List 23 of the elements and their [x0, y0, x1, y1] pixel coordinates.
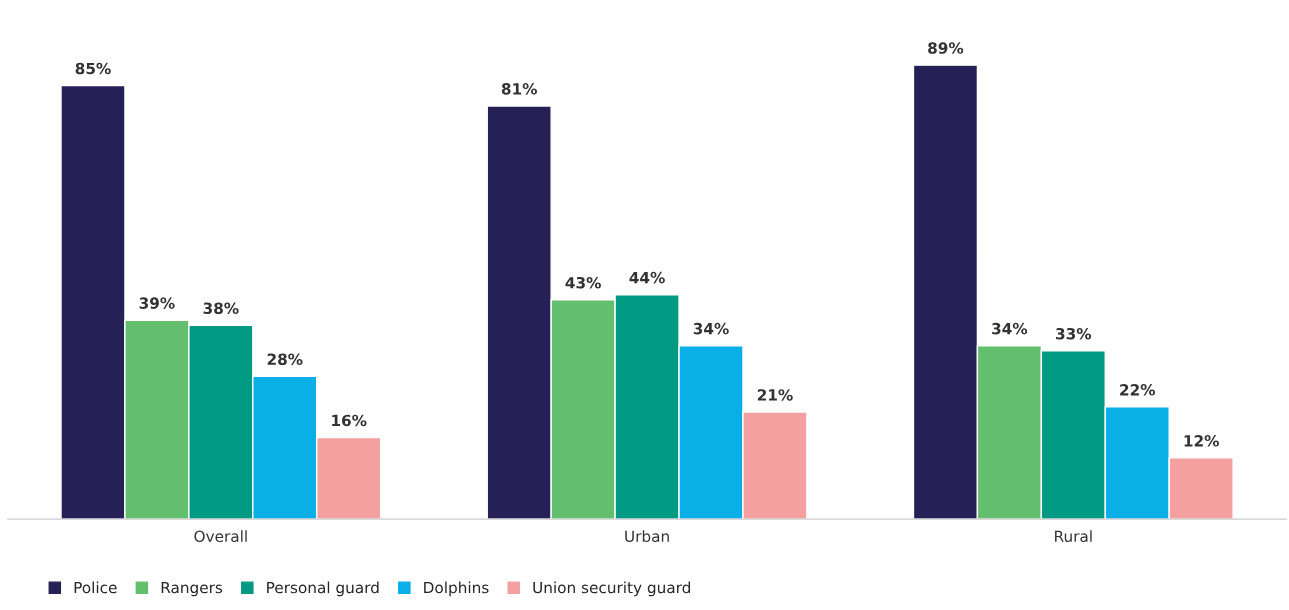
data-label: 81%	[501, 83, 538, 95]
data-label: 44%	[629, 271, 665, 284]
data-label: 38%	[203, 302, 239, 314]
legend-label: Personal guard	[267, 581, 379, 597]
data-label: 43%	[565, 276, 601, 289]
data-label: 33%	[1056, 327, 1092, 340]
data-label: 34%	[693, 322, 729, 335]
data-label: 34%	[992, 322, 1028, 335]
data-label: 12%	[1184, 435, 1219, 447]
data-label: 85%	[75, 62, 111, 75]
legend-label: Union security guard	[533, 581, 690, 597]
data-label: 39%	[139, 297, 175, 309]
data-label: 22%	[1120, 384, 1156, 396]
data-label: 28%	[267, 353, 303, 365]
legend-label: Rangers	[161, 581, 223, 597]
x-tick-label: Rural	[1055, 530, 1092, 543]
data-label: 16%	[332, 414, 367, 427]
data-label: 89%	[928, 42, 964, 54]
data-label: 21%	[757, 389, 793, 401]
x-tick-label: Overall	[194, 530, 247, 543]
legend-label: Police	[74, 581, 117, 594]
legend-label: Dolphins	[424, 581, 489, 597]
x-tick-label: Urban	[625, 530, 669, 543]
